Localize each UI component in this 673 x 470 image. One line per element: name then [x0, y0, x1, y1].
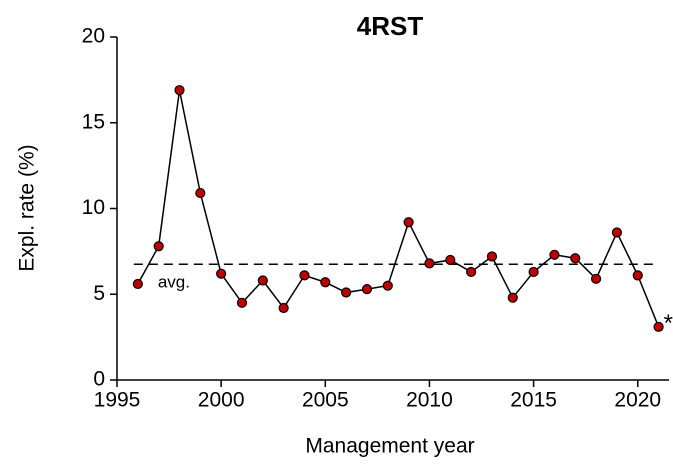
x-tick-label: 1995: [94, 389, 141, 412]
y-tick-label: 10: [82, 196, 105, 219]
data-point: [590, 273, 602, 284]
data-point: [445, 254, 456, 266]
y-axis-label: Expl. rate (%): [16, 144, 39, 271]
x-tick-label: 2005: [302, 389, 349, 412]
data-point: [132, 278, 143, 290]
x-tick-label: 2000: [198, 389, 245, 412]
data-point: [528, 266, 539, 278]
x-axis-label: Management year: [305, 435, 474, 458]
data-point: [611, 227, 623, 238]
data-point: [195, 187, 206, 199]
x-tick-label: 2015: [510, 389, 557, 412]
data-point: [341, 287, 352, 298]
data-point: [153, 241, 164, 252]
series-line: [137, 90, 660, 328]
chart-title: 4RST: [357, 11, 424, 41]
data-point: [507, 292, 518, 303]
data-point: [632, 270, 643, 281]
data-point: [653, 321, 664, 332]
x-tick-label: 2010: [406, 389, 453, 412]
data-point: [382, 280, 393, 291]
data-point: [174, 85, 185, 96]
data-point: [299, 270, 310, 281]
y-tick-label: 0: [93, 368, 105, 391]
data-point: [486, 251, 498, 262]
data-point: [278, 302, 289, 314]
data-point: [216, 268, 227, 279]
data-point: [236, 297, 248, 308]
annotation: *: [664, 310, 673, 337]
data-point: [320, 277, 331, 288]
average-label: avg.: [158, 273, 190, 292]
data-point: [403, 217, 414, 228]
x-tick-label: 2020: [614, 389, 661, 412]
y-tick-label: 20: [82, 25, 105, 48]
data-point: [570, 253, 581, 264]
data-point: [257, 275, 268, 286]
data-point: [361, 284, 373, 295]
data-point: [466, 266, 477, 278]
data-point: [549, 249, 560, 260]
y-tick-label: 5: [93, 282, 105, 305]
data-point: [424, 258, 435, 269]
y-tick-label: 15: [82, 110, 105, 133]
